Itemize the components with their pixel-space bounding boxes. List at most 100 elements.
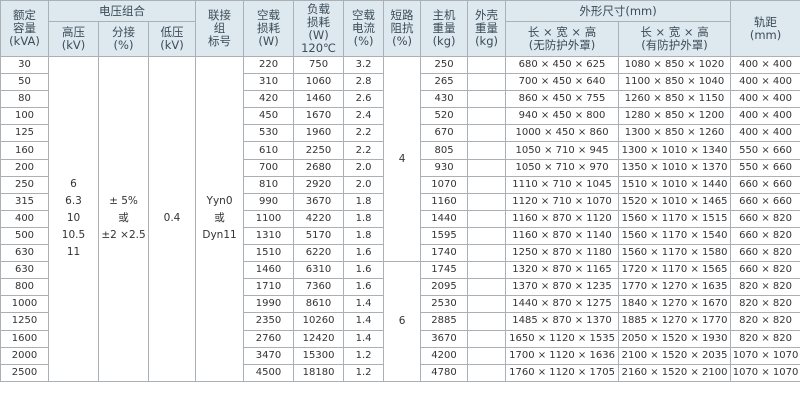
cell-main-weight: 1595 bbox=[420, 226, 469, 246]
table-row: 1000 1990 8610 1.4 2530 1440 × 870 × 1275 1840… bbox=[0, 295, 800, 314]
cell-noload-loss: 2350 bbox=[243, 312, 295, 331]
cell-noload-current: 2.0 bbox=[343, 175, 385, 194]
cell-dim-no-cover: 680 × 450 × 625 bbox=[505, 55, 620, 75]
cell-hv-merged: 6 6.3 10 10.5 11 bbox=[48, 56, 99, 382]
cell-shell-weight bbox=[467, 107, 507, 126]
cell-gauge: 660 × 820 bbox=[730, 226, 800, 246]
cell-noload-current: 1.6 bbox=[343, 261, 385, 280]
cell-shell-weight bbox=[467, 141, 507, 160]
cell-gauge: 400 × 400 bbox=[730, 55, 800, 75]
cell-dim-cover: 1520 × 1010 × 1465 bbox=[618, 192, 732, 211]
cell-dim-no-cover: 1370 × 870 × 1235 bbox=[505, 278, 620, 297]
cell-noload-loss: 610 bbox=[243, 141, 295, 160]
table-row: 2000 3470 15300 1.2 4200 1700 × 1120 × 1636 21… bbox=[0, 346, 800, 365]
cell-gauge: 820 × 820 bbox=[730, 278, 800, 297]
table-row: 50 310 1060 2.8 265 700 × 450 × 640 1100 × 850… bbox=[0, 73, 800, 92]
cell-shell-weight bbox=[467, 124, 507, 143]
cell-dim-no-cover: 1485 × 870 × 1370 bbox=[505, 312, 620, 331]
cell-dim-no-cover: 1120 × 710 × 1070 bbox=[505, 192, 620, 211]
table-row: 1600 2760 12420 1.4 3670 1650 × 1120 × 1535 20… bbox=[0, 329, 800, 348]
cell-capacity: 50 bbox=[0, 73, 49, 92]
cell-impedance-merged: 6 bbox=[383, 261, 422, 382]
table-row: 2500 4500 18180 1.2 4780 1760 × 1120 × 1705 21… bbox=[0, 363, 800, 382]
cell-noload-current: 1.8 bbox=[343, 209, 385, 228]
header-gauge: 轨距 (mm) bbox=[730, 0, 800, 57]
cell-connection-merged: Yyn0 或 Dyn11 bbox=[195, 56, 245, 382]
cell-load-loss: 1060 bbox=[293, 73, 345, 92]
cell-load-loss: 750 bbox=[293, 55, 345, 75]
cell-dim-no-cover: 1160 × 870 × 1120 bbox=[505, 209, 620, 228]
cell-dim-no-cover: 1000 × 450 × 860 bbox=[505, 124, 620, 143]
cell-dim-cover: 2100 × 1520 × 2035 bbox=[618, 346, 732, 365]
cell-gauge: 400 × 400 bbox=[730, 73, 800, 92]
cell-shell-weight bbox=[467, 73, 507, 92]
cell-capacity: 80 bbox=[0, 90, 49, 109]
cell-dim-cover: 1840 × 1270 × 1670 bbox=[618, 295, 732, 314]
table-row: 630 1510 6220 1.6 1740 1250 × 870 × 1180 1560 … bbox=[0, 244, 800, 263]
cell-main-weight: 805 bbox=[420, 141, 469, 160]
cell-gauge: 550 × 660 bbox=[730, 141, 800, 160]
cell-load-loss: 2250 bbox=[293, 141, 345, 160]
cell-load-loss: 4220 bbox=[293, 209, 345, 228]
header-noload-loss: 空载 损耗 (W) bbox=[243, 0, 295, 57]
cell-noload-loss: 1710 bbox=[243, 278, 295, 297]
header-voltage-group: 电压组合 bbox=[47, 0, 197, 22]
cell-noload-current: 1.8 bbox=[343, 226, 385, 246]
cell-capacity: 1000 bbox=[0, 295, 49, 314]
header-hv: 高压 (kV) bbox=[48, 21, 99, 57]
cell-lv-merged: 0.4 bbox=[147, 56, 197, 382]
cell-capacity: 160 bbox=[0, 141, 49, 160]
cell-capacity: 1600 bbox=[0, 329, 49, 348]
cell-noload-current: 2.6 bbox=[343, 90, 385, 109]
header-noload-current: 空载 电流 (%) bbox=[343, 0, 385, 57]
cell-dim-cover: 1280 × 850 × 1200 bbox=[618, 107, 732, 126]
header-main-weight: 主机 重量 (kg) bbox=[420, 0, 469, 57]
cell-load-loss: 10260 bbox=[293, 312, 345, 331]
cell-load-loss: 7360 bbox=[293, 278, 345, 297]
cell-capacity: 800 bbox=[0, 278, 49, 297]
cell-dim-cover: 2160 × 1520 × 2100 bbox=[618, 363, 732, 382]
cell-shell-weight bbox=[467, 346, 507, 365]
cell-capacity: 315 bbox=[0, 192, 49, 211]
table-row: 1250 2350 10260 1.4 2885 1485 × 870 × 1370 188… bbox=[0, 312, 800, 331]
cell-shell-weight bbox=[467, 363, 507, 382]
cell-load-loss: 6220 bbox=[293, 244, 345, 263]
cell-main-weight: 930 bbox=[420, 158, 469, 177]
cell-load-loss: 2680 bbox=[293, 158, 345, 177]
cell-shell-weight bbox=[467, 192, 507, 211]
transformer-spec-table: 额定 容量 (kVA) 电压组合 联接组标号 空载 损耗 (W) 负载 损耗 (W) 120℃… bbox=[0, 0, 800, 382]
table-row: 800 1710 7360 1.6 2095 1370 × 870 × 1235 1770 … bbox=[0, 278, 800, 297]
cell-capacity: 2500 bbox=[0, 363, 49, 382]
cell-noload-current: 1.4 bbox=[343, 329, 385, 348]
cell-noload-loss: 1510 bbox=[243, 244, 295, 263]
cell-noload-loss: 1990 bbox=[243, 295, 295, 314]
cell-main-weight: 4780 bbox=[420, 363, 469, 382]
cell-main-weight: 1070 bbox=[420, 175, 469, 194]
cell-capacity: 250 bbox=[0, 175, 49, 194]
cell-noload-loss: 3470 bbox=[243, 346, 295, 365]
cell-gauge: 1070 × 1070 bbox=[730, 346, 800, 365]
cell-gauge: 400 × 400 bbox=[730, 124, 800, 143]
cell-noload-loss: 1460 bbox=[243, 261, 295, 280]
cell-dim-cover: 1510 × 1010 × 1440 bbox=[618, 175, 732, 194]
cell-impedance-merged: 4 bbox=[383, 55, 422, 263]
cell-dim-cover: 1560 × 1170 × 1540 bbox=[618, 226, 732, 246]
cell-capacity: 630 bbox=[0, 244, 49, 263]
cell-noload-loss: 220 bbox=[243, 55, 295, 75]
cell-shell-weight bbox=[467, 261, 507, 280]
cell-dim-cover: 1080 × 850 × 1020 bbox=[618, 55, 732, 75]
cell-noload-loss: 310 bbox=[243, 73, 295, 92]
cell-gauge: 660 × 660 bbox=[730, 175, 800, 194]
cell-shell-weight bbox=[467, 158, 507, 177]
cell-gauge: 400 × 400 bbox=[730, 107, 800, 126]
cell-noload-current: 1.8 bbox=[343, 192, 385, 211]
cell-main-weight: 265 bbox=[420, 73, 469, 92]
cell-shell-weight bbox=[467, 209, 507, 228]
cell-noload-current: 1.4 bbox=[343, 312, 385, 331]
cell-shell-weight bbox=[467, 329, 507, 348]
cell-noload-loss: 1100 bbox=[243, 209, 295, 228]
cell-capacity: 100 bbox=[0, 107, 49, 126]
cell-shell-weight bbox=[467, 312, 507, 331]
cell-noload-loss: 2760 bbox=[243, 329, 295, 348]
cell-capacity: 630 bbox=[0, 261, 49, 280]
